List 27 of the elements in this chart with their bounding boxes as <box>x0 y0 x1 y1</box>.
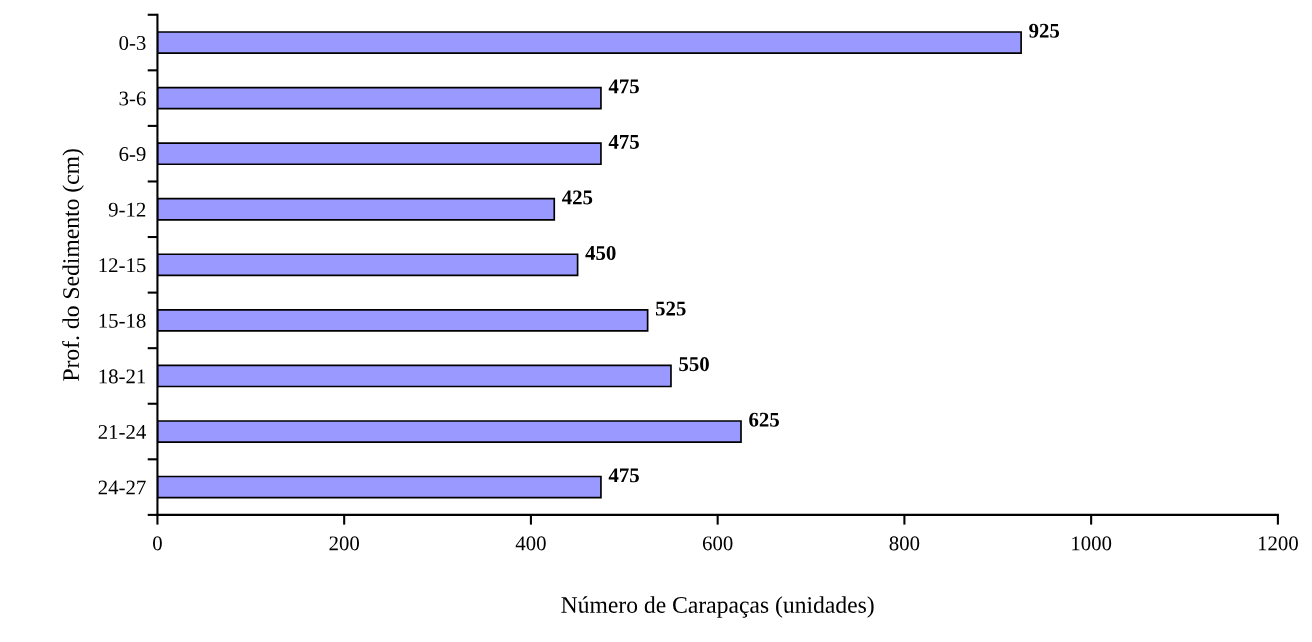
y-tick-label: 12-15 <box>99 258 146 273</box>
data-label: 475 <box>608 79 639 94</box>
data-label: 475 <box>608 134 639 149</box>
data-label: 450 <box>585 245 616 261</box>
x-tick-label: 200 <box>329 536 360 551</box>
data-label: 525 <box>655 301 686 316</box>
x-tick-label: 1200 <box>1258 536 1298 551</box>
y-tick-label: 9-12 <box>108 202 146 217</box>
x-tick-label: 400 <box>515 536 546 551</box>
y-tick-label: 3-6 <box>119 91 146 106</box>
data-label: 625 <box>749 412 779 427</box>
y-tick-label: 0-3 <box>119 35 146 50</box>
x-tick-label: 600 <box>702 536 733 551</box>
y-tick-label: 21-24 <box>98 424 146 439</box>
data-label: 425 <box>562 190 593 205</box>
data-label: 925 <box>1029 23 1060 38</box>
x-tick-label: 1000 <box>1072 536 1112 551</box>
x-axis-title: Número de Carapaças (unidades) <box>561 596 874 618</box>
x-tick-label: 0 <box>153 536 162 551</box>
y-tick-label: 15-18 <box>99 313 146 328</box>
y-tick-label: 6-9 <box>119 147 146 162</box>
data-label: 475 <box>608 468 639 483</box>
data-label: 550 <box>679 357 709 372</box>
y-tick-label: 18-21 <box>99 369 146 384</box>
x-tick-label: 800 <box>889 536 920 551</box>
y-axis-title: Prof. do Sedimento (cm) <box>62 149 84 381</box>
y-tick-label: 24-27 <box>98 480 146 495</box>
